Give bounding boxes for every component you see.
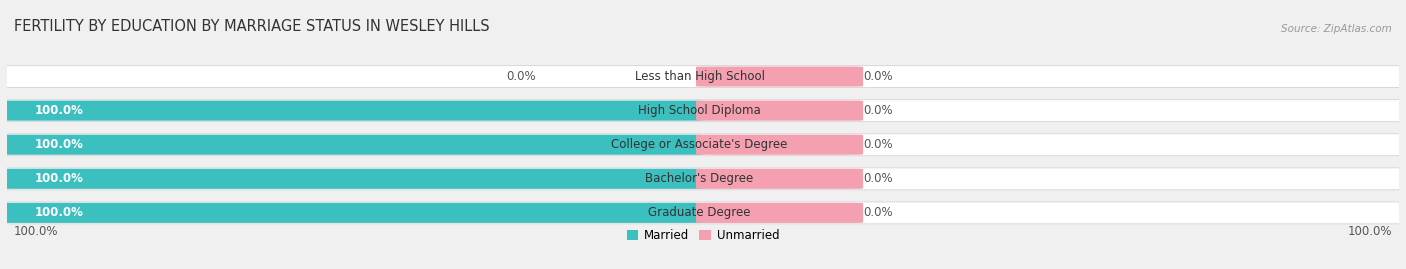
Text: Bachelor's Degree: Bachelor's Degree bbox=[645, 172, 754, 185]
FancyBboxPatch shape bbox=[0, 203, 703, 223]
Text: 100.0%: 100.0% bbox=[1347, 225, 1392, 238]
FancyBboxPatch shape bbox=[0, 134, 1406, 156]
Text: Less than High School: Less than High School bbox=[634, 70, 765, 83]
FancyBboxPatch shape bbox=[0, 100, 1406, 122]
FancyBboxPatch shape bbox=[696, 135, 863, 155]
Text: 0.0%: 0.0% bbox=[863, 104, 893, 117]
Text: 100.0%: 100.0% bbox=[35, 172, 84, 185]
FancyBboxPatch shape bbox=[0, 169, 703, 189]
Text: 0.0%: 0.0% bbox=[863, 172, 893, 185]
FancyBboxPatch shape bbox=[696, 169, 863, 189]
FancyBboxPatch shape bbox=[0, 202, 1406, 224]
FancyBboxPatch shape bbox=[0, 66, 1406, 87]
Text: Graduate Degree: Graduate Degree bbox=[648, 206, 751, 219]
FancyBboxPatch shape bbox=[0, 101, 703, 121]
FancyBboxPatch shape bbox=[696, 203, 863, 223]
Text: 100.0%: 100.0% bbox=[14, 225, 59, 238]
Text: 100.0%: 100.0% bbox=[35, 138, 84, 151]
FancyBboxPatch shape bbox=[0, 135, 703, 155]
Text: College or Associate's Degree: College or Associate's Degree bbox=[612, 138, 787, 151]
Text: 0.0%: 0.0% bbox=[863, 138, 893, 151]
FancyBboxPatch shape bbox=[0, 168, 1406, 190]
FancyBboxPatch shape bbox=[696, 101, 863, 121]
Legend: Married, Unmarried: Married, Unmarried bbox=[621, 225, 785, 247]
Text: 100.0%: 100.0% bbox=[35, 206, 84, 219]
Text: 0.0%: 0.0% bbox=[506, 70, 536, 83]
Text: 100.0%: 100.0% bbox=[35, 104, 84, 117]
Text: Source: ZipAtlas.com: Source: ZipAtlas.com bbox=[1281, 24, 1392, 34]
FancyBboxPatch shape bbox=[696, 66, 863, 87]
Text: 0.0%: 0.0% bbox=[863, 70, 893, 83]
Text: FERTILITY BY EDUCATION BY MARRIAGE STATUS IN WESLEY HILLS: FERTILITY BY EDUCATION BY MARRIAGE STATU… bbox=[14, 19, 489, 34]
Text: 0.0%: 0.0% bbox=[863, 206, 893, 219]
Text: High School Diploma: High School Diploma bbox=[638, 104, 761, 117]
